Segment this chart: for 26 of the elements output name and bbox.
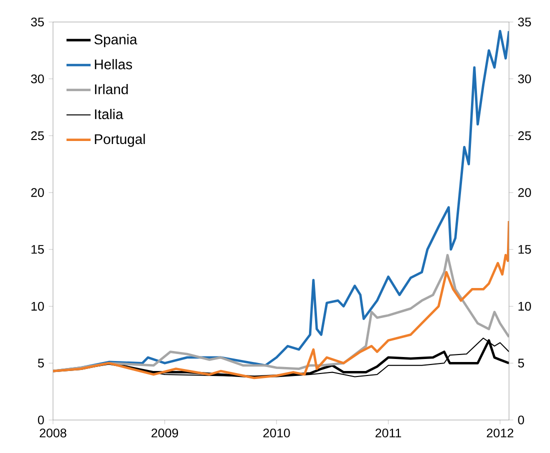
y-tick-label: 30 [31,74,44,84]
y-tick-label: 25 [31,131,44,140]
y-tick-label: 5 [38,358,44,368]
x-tick-label: 2012 [486,428,514,438]
y-tick-label: 20 [31,188,44,197]
y2-tick-label: 15 [518,245,531,254]
y-tick-label: 0 [38,416,44,424]
y-tick-label: 15 [32,245,44,254]
y-tick-label: 35 [31,18,44,26]
legend-label: Portugal [94,134,145,147]
y-tick-label: 10 [32,302,44,311]
y2-tick-label: 35 [518,18,531,26]
y2-tick-label: 25 [518,131,531,140]
legend-label: Spania [94,34,138,48]
y2-tick-label: 5 [518,358,524,368]
x-tick-label: 2011 [376,428,402,438]
legend-label: Italia [95,108,124,120]
y2-tick-label: 0 [518,416,524,424]
y2-tick-label: 10 [518,302,531,311]
x-tick-label: 2009 [152,428,178,438]
y2-tick-label: 20 [518,188,531,197]
y2-tick-label: 30 [518,74,531,84]
legend-label: Irland [95,84,128,94]
legend-label: Hellas [94,59,132,70]
x-tick-label: 2010 [263,428,290,438]
x-tick-label: 2008 [40,428,66,438]
